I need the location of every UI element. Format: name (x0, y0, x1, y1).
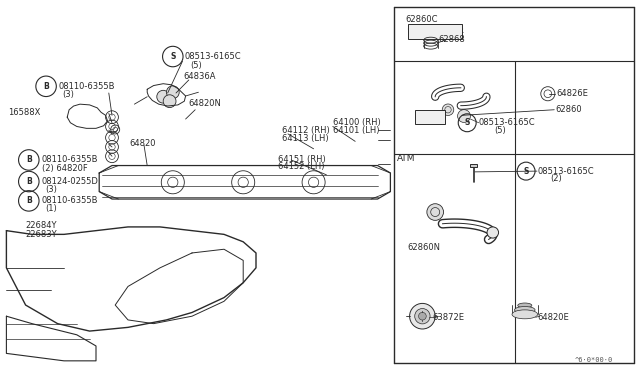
Text: B: B (26, 177, 31, 186)
Text: 08110-6355B: 08110-6355B (59, 82, 115, 91)
Circle shape (419, 312, 426, 320)
Circle shape (415, 308, 430, 324)
Circle shape (166, 86, 179, 99)
Text: 64820: 64820 (129, 139, 156, 148)
Text: 08513-6165C: 08513-6165C (479, 118, 535, 127)
Circle shape (427, 204, 444, 220)
Text: 08513-6165C: 08513-6165C (538, 167, 594, 176)
Text: 64151 (RH): 64151 (RH) (278, 155, 326, 164)
Circle shape (410, 304, 435, 329)
Text: B: B (26, 196, 31, 205)
Text: B: B (26, 155, 31, 164)
Text: 08110-6355B: 08110-6355B (42, 155, 98, 164)
Text: 08110-6355B: 08110-6355B (42, 196, 98, 205)
Text: (5): (5) (495, 126, 506, 135)
Text: (2) 64820F: (2) 64820F (42, 164, 87, 173)
Text: 22684Y: 22684Y (26, 221, 57, 230)
Text: 64836A: 64836A (184, 72, 216, 81)
Text: 64826E: 64826E (557, 89, 589, 98)
Ellipse shape (518, 303, 532, 308)
Circle shape (163, 95, 176, 108)
Text: S: S (170, 52, 175, 61)
Text: ATM: ATM (397, 154, 415, 163)
Text: 16588X: 16588X (8, 108, 40, 117)
Circle shape (458, 110, 470, 122)
Text: (3): (3) (62, 90, 74, 99)
Text: 22683Y: 22683Y (26, 230, 57, 239)
Text: 63872E: 63872E (432, 313, 464, 322)
Text: S: S (524, 167, 529, 176)
Text: 08513-6165C: 08513-6165C (184, 52, 241, 61)
Text: (3): (3) (45, 185, 57, 194)
Text: 62868: 62868 (438, 35, 465, 44)
Text: 64820N: 64820N (189, 99, 221, 108)
Text: (1): (1) (45, 204, 56, 213)
Ellipse shape (512, 310, 538, 319)
Bar (470, 164, 477, 167)
Text: 64152 (LH): 64152 (LH) (278, 162, 325, 171)
Text: 64100 (RH): 64100 (RH) (333, 118, 381, 126)
Text: B: B (44, 82, 49, 91)
Text: (5): (5) (191, 61, 202, 70)
Text: (2): (2) (550, 174, 562, 183)
Text: S: S (465, 118, 470, 127)
Bar (408, 24, 463, 39)
Ellipse shape (487, 227, 499, 238)
Text: 08124-0255D: 08124-0255D (42, 177, 99, 186)
Text: 62860: 62860 (556, 105, 582, 114)
Circle shape (157, 90, 170, 103)
Text: 64101 (LH): 64101 (LH) (333, 126, 380, 135)
Text: ^6·0*00·0: ^6·0*00·0 (575, 357, 613, 363)
Text: 64820E: 64820E (538, 313, 570, 322)
Circle shape (442, 104, 454, 115)
Ellipse shape (515, 307, 535, 313)
Text: 64112 (RH): 64112 (RH) (282, 126, 330, 135)
Text: 62860N: 62860N (408, 243, 441, 252)
Text: 64113 (LH): 64113 (LH) (282, 134, 328, 143)
Bar (415, 110, 445, 124)
Text: 62860C: 62860C (405, 15, 438, 24)
